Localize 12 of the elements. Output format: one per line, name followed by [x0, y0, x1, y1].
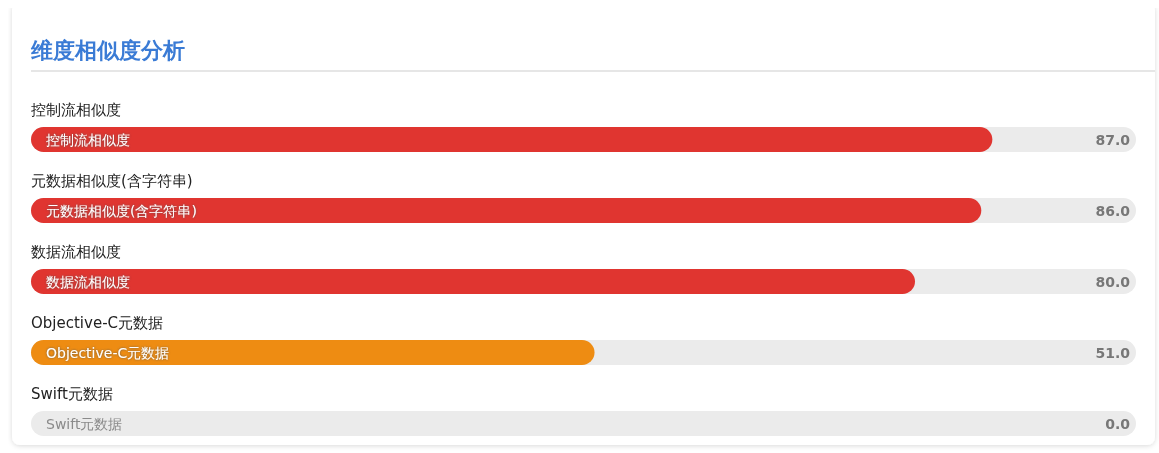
data-label: 51.0	[1095, 344, 1131, 361]
data-label: 87.0	[1095, 131, 1131, 148]
y-tick-label: Swift元数据	[31, 385, 113, 403]
y-tick-label: 控制流相似度	[31, 101, 121, 119]
data-label: 86.0	[1095, 202, 1131, 219]
chart-title: 维度相似度分析	[30, 38, 185, 63]
y-tick-label: Objective-C元数据	[31, 314, 164, 332]
y-tick-label: 元数据相似度(含字符串)	[31, 172, 193, 190]
category-label: 元数据相似度(含字符串)	[46, 202, 197, 219]
data-label: 80.0	[1095, 273, 1131, 290]
data-label: 0.0	[1105, 415, 1131, 432]
y-tick-label: 数据流相似度	[31, 243, 121, 261]
